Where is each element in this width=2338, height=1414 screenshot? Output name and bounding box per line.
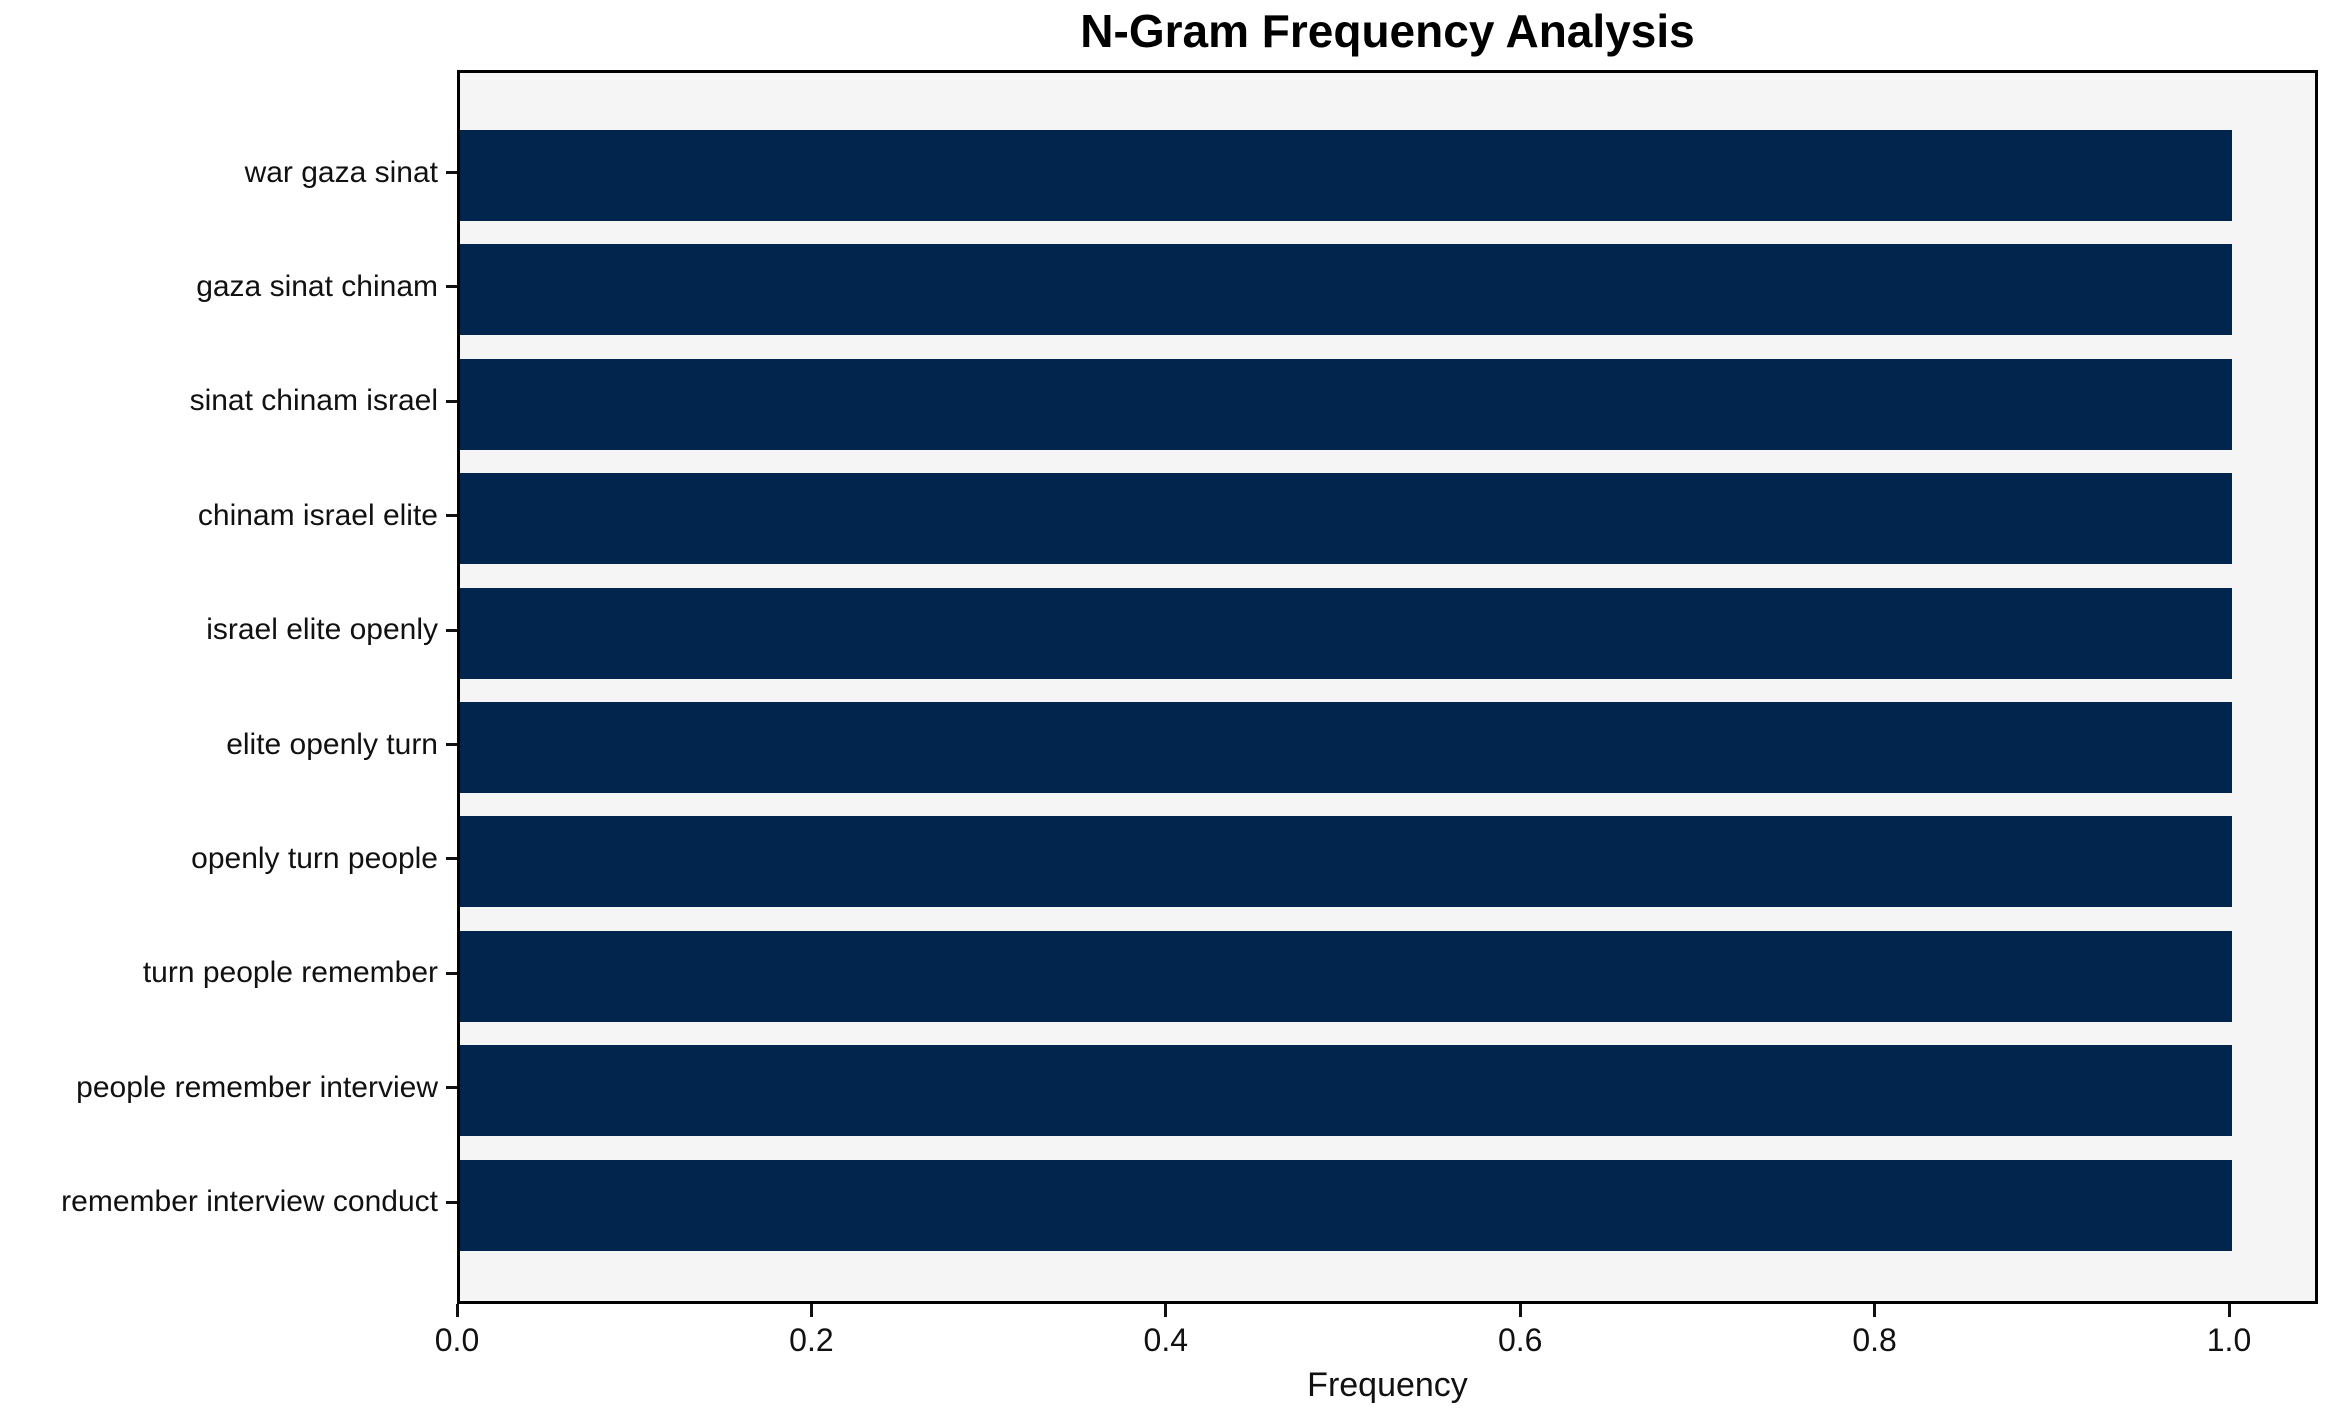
chart-title: N-Gram Frequency Analysis xyxy=(1080,5,1695,57)
y-tick-mark xyxy=(446,1086,457,1090)
x-tick-mark xyxy=(1164,1304,1168,1317)
y-tick-mark xyxy=(446,514,457,518)
y-tick-mark xyxy=(446,743,457,746)
y-tick-label: turn people remember xyxy=(142,956,438,990)
y-tick-label: israel elite openly xyxy=(206,613,438,647)
y-tick-label: war gaza sinat xyxy=(244,155,438,189)
x-tick-label: 1.0 xyxy=(2206,1322,2252,1358)
y-tick-label: gaza sinat chinam xyxy=(196,269,438,303)
x-tick-label: 0.8 xyxy=(1852,1322,1897,1358)
y-tick-mark xyxy=(446,1200,457,1204)
x-tick-label: 0.0 xyxy=(434,1322,480,1358)
y-tick-mark xyxy=(446,399,457,403)
y-tick-mark xyxy=(446,971,457,975)
plot-area xyxy=(457,70,2318,1304)
bar xyxy=(460,930,2232,1022)
x-tick-mark xyxy=(809,1304,813,1317)
bar xyxy=(460,702,2232,793)
x-tick-label: 0.4 xyxy=(1143,1322,1189,1358)
y-tick-label: sinat chinam israel xyxy=(189,384,438,418)
y-tick-label: remember interview conduct xyxy=(61,1185,438,1219)
y-tick-mark xyxy=(446,171,457,174)
y-tick-label: openly turn people xyxy=(191,841,438,875)
y-tick-label: chinam israel elite xyxy=(197,498,438,532)
x-axis-title: Frequency xyxy=(1307,1366,1468,1404)
y-tick-label: elite openly turn xyxy=(226,727,438,761)
bar xyxy=(460,1159,2232,1251)
x-tick-mark xyxy=(455,1304,459,1317)
bar xyxy=(460,130,2232,221)
y-tick-mark xyxy=(446,857,457,861)
bar xyxy=(460,244,2232,336)
y-tick-mark xyxy=(446,628,457,632)
x-tick-label: 0.6 xyxy=(1497,1322,1543,1358)
bar xyxy=(460,358,2232,450)
x-tick-mark xyxy=(1873,1304,1877,1317)
y-tick-label: people remember interview xyxy=(76,1070,438,1104)
x-tick-label: 0.2 xyxy=(789,1322,834,1358)
bar xyxy=(460,816,2232,908)
bar xyxy=(460,1045,2232,1137)
x-tick-mark xyxy=(1518,1304,1522,1317)
x-tick-mark xyxy=(2227,1304,2231,1317)
bar xyxy=(460,473,2232,565)
y-tick-mark xyxy=(446,285,457,289)
bar xyxy=(460,587,2232,679)
